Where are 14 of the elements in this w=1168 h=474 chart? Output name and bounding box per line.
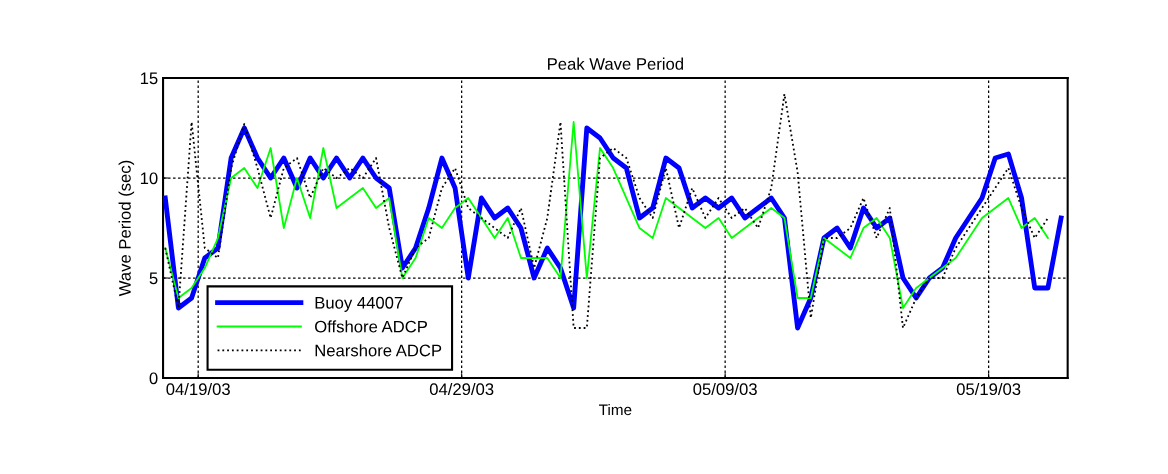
- x-tick-label: 05/19/03: [956, 382, 1021, 396]
- x-axis-title: Time: [599, 403, 632, 416]
- chart-title: Peak Wave Period: [548, 57, 683, 70]
- y-tick-label: 15: [140, 72, 158, 85]
- y-tick-label: 10: [140, 172, 158, 185]
- x-tick-label: 04/19/03: [166, 382, 230, 396]
- y-axis-title: Wave Period (sec): [118, 160, 135, 297]
- x-tick-label: 05/09/03: [693, 382, 757, 396]
- x-tick-label: 04/29/03: [429, 382, 494, 396]
- y-tick-label: 0: [149, 372, 158, 385]
- legend-label: Buoy 44007: [315, 296, 403, 312]
- legend-label: Nearshore ADCP: [315, 344, 442, 357]
- legend-label: Offshore ADCP: [315, 320, 427, 333]
- y-tick-label: 5: [149, 272, 158, 285]
